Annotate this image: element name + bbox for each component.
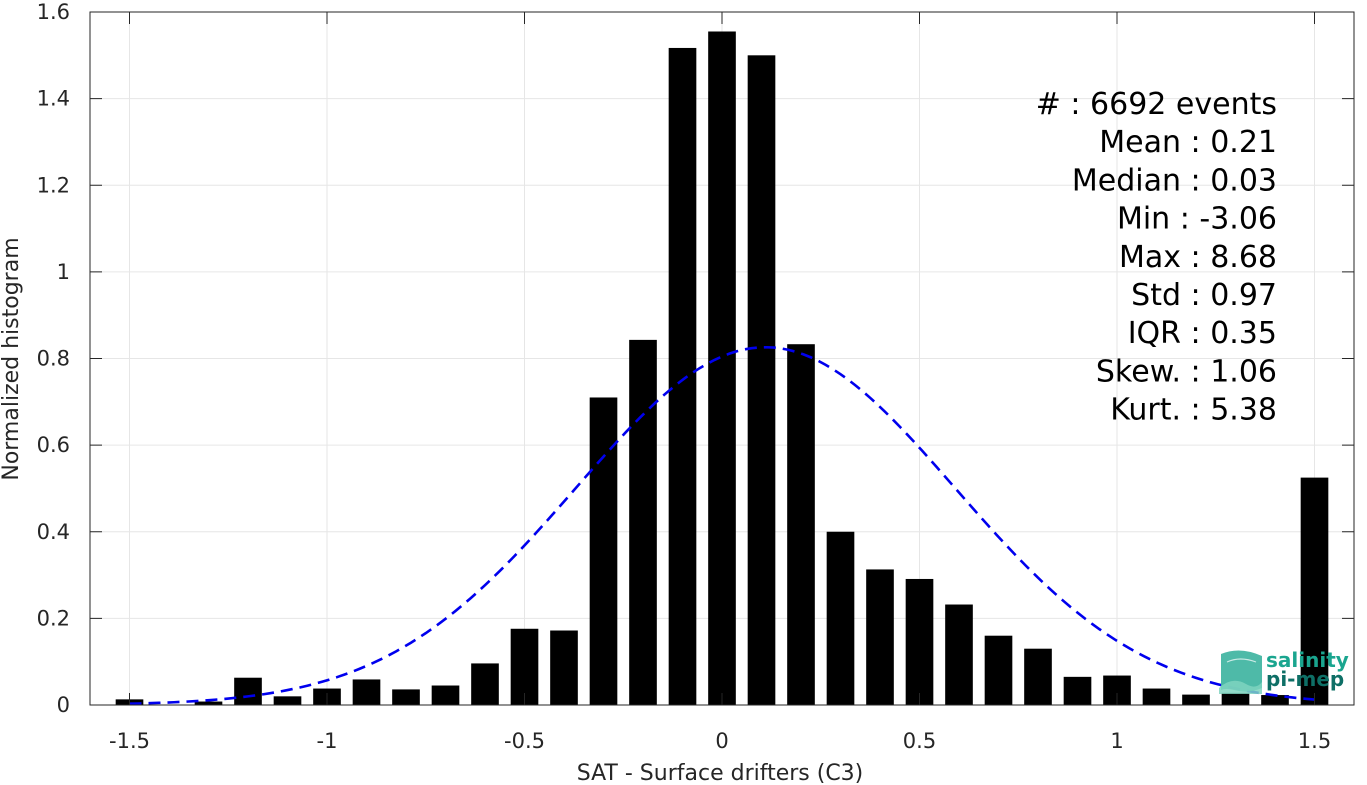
histogram-bar [905, 578, 934, 705]
y-tick-label: 0.6 [37, 433, 70, 457]
logo-text-pi-mep: pi-mep [1266, 667, 1344, 691]
histogram-bar [273, 696, 302, 705]
logo-text-salinity: salinity [1266, 648, 1349, 672]
stats-line: IQR : 0.35 [1128, 316, 1277, 351]
y-tick-label: 1 [57, 260, 70, 284]
y-tick-label: 1.6 [37, 0, 70, 24]
stats-line: Median : 0.03 [1072, 163, 1277, 198]
histogram-bar [1261, 695, 1289, 705]
y-axis-label: Normalized histogram [0, 237, 24, 480]
histogram-bar [589, 397, 618, 705]
histogram-bar [866, 569, 894, 705]
histogram-bar [1024, 648, 1052, 705]
histogram-bar [510, 628, 539, 705]
x-tick-label: 0.5 [903, 729, 936, 753]
stats-line: Kurt. : 5.38 [1110, 393, 1277, 428]
y-tick-label: 0.8 [37, 347, 70, 371]
stats-line: Min : -3.06 [1117, 202, 1277, 237]
histogram-bar [471, 663, 499, 705]
stats-line: Mean : 0.21 [1099, 125, 1277, 160]
histogram-bar [194, 701, 223, 705]
histogram-bar [1221, 692, 1250, 705]
wave-icon [1219, 650, 1262, 694]
axis-ticks [90, 11, 1354, 706]
histogram-bar [1182, 694, 1210, 705]
x-tick-label: 0 [715, 729, 728, 753]
histogram-bar [1300, 477, 1329, 705]
stats-line: # : 6692 events [1036, 87, 1277, 122]
normal-fit-curve [129, 345, 1315, 706]
y-tick-label: 0.2 [37, 606, 70, 630]
x-tick-label: -0.5 [504, 729, 545, 753]
y-tick-label: 0.4 [37, 520, 70, 544]
histogram-bar [431, 685, 460, 705]
stats-line: Std : 0.97 [1131, 278, 1277, 313]
histogram-bar [945, 604, 973, 705]
histogram-bar [629, 339, 657, 705]
y-tick-labels: 0 0.2 0.4 0.6 0.8 1 1.2 1.4 1.6 [37, 0, 70, 717]
histogram-bar [826, 531, 855, 705]
histogram-bar [747, 55, 776, 705]
histogram-bar [392, 689, 420, 705]
histogram-bar [668, 47, 697, 705]
histogram-bar [984, 635, 1013, 705]
histogram-bar [1142, 688, 1171, 705]
histogram-bars [115, 31, 1329, 706]
y-tick-label: 0 [57, 693, 70, 717]
x-tick-labels: -1.5 -1 -0.5 0 0.5 1 1.5 [109, 729, 1331, 753]
x-tick-label: -1 [317, 729, 338, 753]
histogram-bar [1063, 676, 1092, 705]
histogram-bar [708, 31, 736, 706]
y-tick-label: 1.4 [37, 87, 70, 111]
x-tick-label: 1 [1110, 729, 1123, 753]
histogram-bar [550, 630, 578, 705]
y-tick-label: 1.2 [37, 173, 70, 197]
x-axis-label: SAT - Surface drifters (C3) [577, 761, 864, 785]
salinity-pi-mep-logo: salinity pi-mep [1219, 648, 1349, 694]
x-tick-label: 1.5 [1298, 729, 1331, 753]
x-tick-label: -1.5 [109, 729, 150, 753]
histogram-bar [234, 677, 262, 705]
histogram-bar [352, 679, 381, 705]
histogram-bar [787, 344, 815, 705]
stats-line: Max : 8.68 [1119, 240, 1277, 275]
stats-line: Skew. : 1.06 [1096, 354, 1277, 389]
